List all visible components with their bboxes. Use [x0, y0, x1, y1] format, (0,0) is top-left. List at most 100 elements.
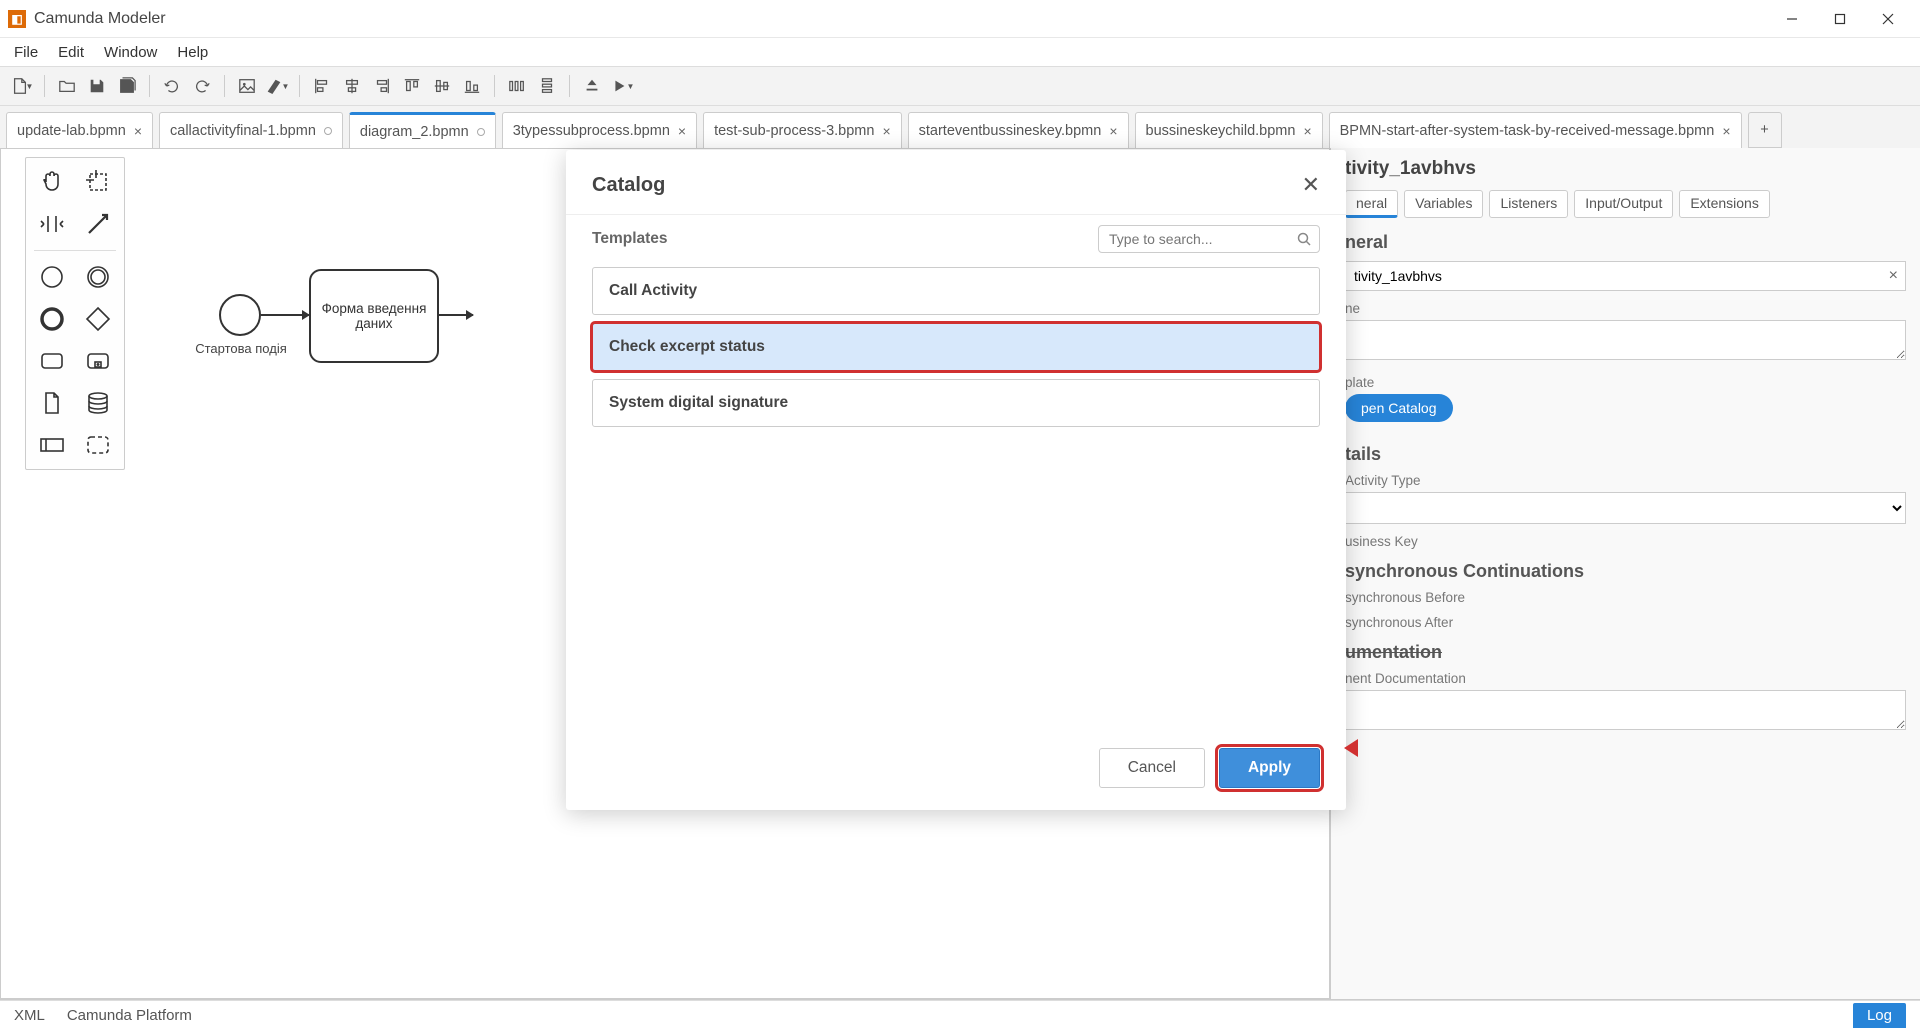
tab-callactivityfinal[interactable]: callactivityfinal-1.bpmn: [159, 112, 343, 148]
name-field[interactable]: [1345, 320, 1906, 360]
status-platform[interactable]: Camunda Platform: [67, 1007, 192, 1024]
menu-file[interactable]: File: [4, 42, 48, 63]
sequence-flow-1[interactable]: [261, 314, 309, 316]
tab-3typessubprocess[interactable]: 3typessubprocess.bpmn×: [502, 112, 697, 148]
properties-panel: tivity_1avbhvs neral Variables Listeners…: [1330, 148, 1920, 999]
subprocess-icon[interactable]: [82, 345, 114, 377]
app-icon: ◧: [8, 10, 26, 28]
menu-help[interactable]: Help: [167, 42, 218, 63]
gateway-icon[interactable]: [82, 303, 114, 335]
start-event-node[interactable]: [219, 294, 261, 336]
align-left-button[interactable]: [308, 72, 336, 100]
align-center-v-button[interactable]: [428, 72, 456, 100]
hand-tool-icon[interactable]: [36, 166, 68, 198]
search-input[interactable]: [1109, 231, 1290, 247]
ptab-general[interactable]: neral: [1345, 190, 1398, 218]
dirty-icon: [477, 128, 485, 136]
template-item-check-excerpt[interactable]: Check excerpt status: [592, 323, 1320, 371]
tab-close-icon[interactable]: ×: [882, 123, 890, 139]
toolbar: ▼ ▼ ▼: [0, 66, 1920, 106]
element-title: tivity_1avbhvs: [1345, 158, 1906, 180]
template-item-call-activity[interactable]: Call Activity: [592, 267, 1320, 315]
align-bottom-button[interactable]: [458, 72, 486, 100]
tab-label: update-lab.bpmn: [17, 123, 126, 139]
templates-heading: Templates: [592, 230, 1098, 248]
minimize-button[interactable]: [1768, 3, 1816, 35]
tabstrip: update-lab.bpmn × callactivityfinal-1.bpm…: [0, 106, 1920, 148]
tab-close-icon[interactable]: ×: [1303, 123, 1311, 139]
deploy-button[interactable]: [578, 72, 606, 100]
menu-edit[interactable]: Edit: [48, 42, 94, 63]
tab-diagram-2[interactable]: diagram_2.bpmn: [349, 112, 496, 148]
section-async: synchronous Continuations: [1345, 561, 1906, 582]
tab-close-icon[interactable]: ×: [1109, 123, 1117, 139]
align-center-h-button[interactable]: [338, 72, 366, 100]
distribute-v-button[interactable]: [533, 72, 561, 100]
tab-close-icon[interactable]: ×: [134, 123, 142, 139]
color-button[interactable]: ▼: [263, 72, 291, 100]
tab-bussineskeychild[interactable]: bussineskeychild.bpmn×: [1135, 112, 1323, 148]
ptab-variables[interactable]: Variables: [1404, 190, 1483, 218]
modal-close-button[interactable]: ✕: [1302, 172, 1320, 198]
tab-test-sub-process[interactable]: test-sub-process-3.bpmn×: [703, 112, 902, 148]
run-button[interactable]: ▼: [608, 72, 636, 100]
open-catalog-button[interactable]: pen Catalog: [1345, 394, 1453, 422]
tab-update-lab[interactable]: update-lab.bpmn ×: [6, 112, 153, 148]
ptab-input-output[interactable]: Input/Output: [1574, 190, 1673, 218]
align-right-button[interactable]: [368, 72, 396, 100]
apply-button[interactable]: Apply: [1219, 748, 1320, 788]
search-icon: [1297, 232, 1311, 249]
distribute-h-button[interactable]: [503, 72, 531, 100]
palette: [25, 157, 125, 470]
tab-starteventbussines[interactable]: starteventbussineskey.bpmn×: [908, 112, 1129, 148]
menu-window[interactable]: Window: [94, 42, 167, 63]
maximize-button[interactable]: [1816, 3, 1864, 35]
ptab-extensions[interactable]: Extensions: [1679, 190, 1769, 218]
cancel-button[interactable]: Cancel: [1099, 748, 1205, 788]
participant-icon[interactable]: [36, 429, 68, 461]
data-store-icon[interactable]: [82, 387, 114, 419]
activity-type-select[interactable]: [1345, 492, 1906, 524]
tab-close-icon[interactable]: ×: [1722, 123, 1730, 139]
section-details: tails: [1345, 444, 1906, 465]
business-key-label: usiness Key: [1345, 534, 1906, 549]
id-field[interactable]: [1345, 261, 1906, 291]
intermediate-event-icon[interactable]: [82, 261, 114, 293]
clear-icon[interactable]: ×: [1889, 267, 1898, 285]
tab-close-icon[interactable]: ×: [678, 123, 686, 139]
search-box[interactable]: [1098, 225, 1320, 253]
group-icon[interactable]: [82, 429, 114, 461]
tab-label: BPMN-start-after-system-task-by-received…: [1340, 123, 1715, 139]
start-event-icon[interactable]: [36, 261, 68, 293]
doc-field[interactable]: [1345, 690, 1906, 730]
global-connect-icon[interactable]: [82, 208, 114, 240]
end-event-icon[interactable]: [36, 303, 68, 335]
lasso-tool-icon[interactable]: [82, 166, 114, 198]
sequence-flow-2[interactable]: [439, 314, 473, 316]
task-icon[interactable]: [36, 345, 68, 377]
template-item-system-signature[interactable]: System digital signature: [592, 379, 1320, 427]
save-button[interactable]: [83, 72, 111, 100]
data-object-icon[interactable]: [36, 387, 68, 419]
save-all-button[interactable]: [113, 72, 141, 100]
tab-bpmn-start-after[interactable]: BPMN-start-after-system-task-by-received…: [1329, 112, 1742, 148]
image-button[interactable]: [233, 72, 261, 100]
space-tool-icon[interactable]: [36, 208, 68, 240]
task-node[interactable]: Форма введення даних: [309, 269, 439, 363]
open-file-button[interactable]: [53, 72, 81, 100]
dirty-icon: [324, 127, 332, 135]
align-top-button[interactable]: [398, 72, 426, 100]
ptab-listeners[interactable]: Listeners: [1489, 190, 1568, 218]
new-file-button[interactable]: ▼: [8, 72, 36, 100]
tab-label: diagram_2.bpmn: [360, 124, 469, 140]
statusbar: XML Camunda Platform Log: [0, 1000, 1920, 1030]
status-log-button[interactable]: Log: [1853, 1003, 1906, 1028]
template-label: plate: [1345, 375, 1906, 390]
properties-tabs: neral Variables Listeners Input/Output E…: [1345, 190, 1906, 218]
catalog-modal: Catalog ✕ Templates Call Activity Check …: [566, 150, 1346, 810]
close-window-button[interactable]: [1864, 3, 1912, 35]
tab-new-button[interactable]: +: [1748, 112, 1782, 148]
redo-button[interactable]: [188, 72, 216, 100]
undo-button[interactable]: [158, 72, 186, 100]
status-xml[interactable]: XML: [14, 1007, 45, 1024]
